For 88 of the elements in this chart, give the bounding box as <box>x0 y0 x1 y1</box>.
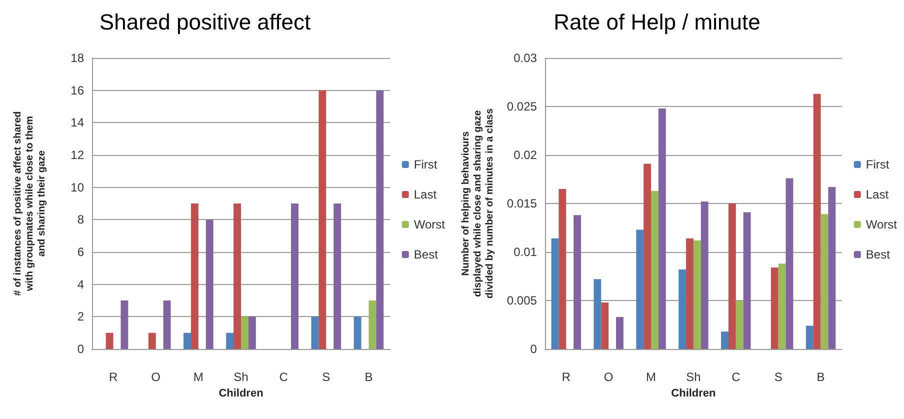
chart-title: Shared positive affect <box>99 10 311 34</box>
bar <box>644 164 652 349</box>
legend-label: Worst <box>414 218 446 232</box>
y-tick-label: 0.025 <box>506 100 538 114</box>
bar <box>601 302 609 349</box>
bar <box>574 215 581 349</box>
legend-label: Worst <box>866 218 898 232</box>
x-tick-label: R <box>562 370 571 384</box>
x-tick-label: B <box>364 370 373 384</box>
y-tick-label: 0 <box>77 342 84 356</box>
x-tick-label: S <box>774 370 782 384</box>
chart-title: Rate of Help / minute <box>554 10 760 34</box>
bar <box>786 178 794 349</box>
legend-label: Best <box>414 248 439 262</box>
y-tick-label: 10 <box>70 180 84 194</box>
y-tick-label: 2 <box>77 310 84 324</box>
bar <box>241 316 248 349</box>
x-tick-label: M <box>646 370 656 384</box>
bar <box>700 202 708 349</box>
y-tick-label: 0.01 <box>514 245 538 259</box>
x-axis-title: Children <box>218 387 264 400</box>
y-axis-title: # of instances of positive affect shared with groupmates while close to them and sharing their gaze <box>12 111 48 296</box>
bar <box>820 214 828 349</box>
bar <box>558 188 566 349</box>
x-tick-label: B <box>816 370 825 384</box>
y-tick-label: 8 <box>77 212 84 227</box>
bar <box>206 220 214 349</box>
bar <box>291 204 298 349</box>
bar <box>743 212 751 349</box>
legend-label: First <box>866 158 890 172</box>
legend-label: Best <box>866 248 891 262</box>
bar <box>651 190 658 349</box>
x-tick-label: R <box>108 370 118 384</box>
x-tick-label: M <box>193 370 204 384</box>
bar <box>678 269 686 349</box>
bar <box>636 230 644 349</box>
bar <box>658 108 666 349</box>
bar <box>736 300 744 349</box>
y-tick-label: 14 <box>70 116 84 130</box>
bar <box>226 332 234 349</box>
legend-label: First <box>414 158 438 172</box>
bar <box>770 268 778 349</box>
bar <box>248 316 256 349</box>
bar <box>120 300 128 349</box>
bar <box>190 204 198 349</box>
x-tick-label: Sh <box>234 370 248 384</box>
x-tick-label: S <box>322 370 330 384</box>
y-tick-label: 0.005 <box>506 294 538 308</box>
y-tick-label: 0.02 <box>514 148 538 162</box>
bar <box>778 264 786 349</box>
y-tick-label: 18 <box>70 51 84 65</box>
y-tick-label: 12 <box>70 148 84 162</box>
x-tick-label: O <box>604 370 614 384</box>
bar <box>693 240 701 349</box>
bar <box>616 316 624 349</box>
y-tick-label: 16 <box>70 83 84 98</box>
bar <box>163 300 171 349</box>
bar <box>184 332 191 349</box>
bar <box>551 238 559 349</box>
bar <box>376 90 384 349</box>
x-tick-label: C <box>732 370 741 384</box>
y-axis-title: Number of helping behaviours displayed while close and sharing gaze divided by number of minutes in a class <box>460 108 496 299</box>
bar <box>106 332 114 349</box>
y-tick-label: 0.015 <box>506 196 538 210</box>
bar <box>354 316 362 349</box>
bar <box>334 204 342 349</box>
bar <box>318 90 326 349</box>
bar <box>813 94 821 349</box>
x-tick-label: C <box>279 370 288 384</box>
bar <box>828 187 836 349</box>
y-tick-label: 0.03 <box>514 51 538 65</box>
x-axis-title: Children <box>671 387 716 400</box>
x-tick-label: O <box>151 370 161 384</box>
y-tick-label: 6 <box>77 245 84 259</box>
y-tick-label: 0 <box>530 342 538 356</box>
bar <box>368 300 376 349</box>
x-tick-label: Sh <box>686 370 701 384</box>
bar <box>721 332 728 349</box>
bar <box>806 326 814 349</box>
bar <box>148 332 156 349</box>
bar <box>594 279 602 349</box>
bar <box>686 238 694 349</box>
bar <box>311 316 319 349</box>
bar <box>728 204 736 349</box>
y-tick-label: 4 <box>77 277 84 292</box>
legend-label: Last <box>414 188 438 202</box>
bar <box>234 204 241 349</box>
legend-label: Last <box>866 188 890 202</box>
